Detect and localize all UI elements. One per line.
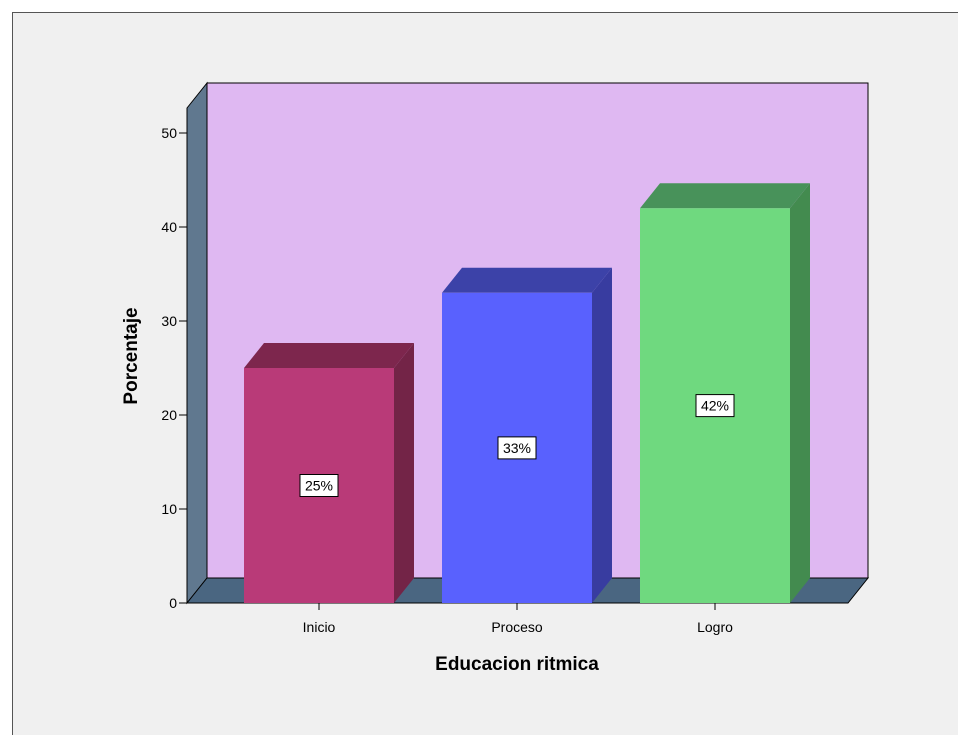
bar-top-proceso — [442, 268, 612, 293]
x-tick-label: Inicio — [303, 619, 336, 635]
plot-left-wall — [187, 83, 207, 603]
x-axis-title: Educacion ritmica — [435, 654, 599, 675]
y-tick-label: 10 — [161, 501, 177, 517]
bar-top-inicio — [244, 343, 414, 368]
bar-side-proceso — [592, 268, 612, 603]
y-tick-label: 20 — [161, 407, 177, 423]
y-axis-title: Porcentaje — [121, 307, 142, 404]
y-tick-label: 30 — [161, 313, 177, 329]
y-tick-label: 50 — [161, 125, 177, 141]
data-label: 42% — [701, 398, 729, 414]
x-tick-label: Proceso — [491, 619, 543, 635]
data-label: 25% — [305, 478, 333, 494]
data-label: 33% — [503, 440, 531, 456]
y-tick-label: 0 — [169, 595, 177, 611]
bar-side-logro — [790, 183, 810, 603]
bar-top-logro — [640, 183, 810, 208]
y-tick-label: 40 — [161, 219, 177, 235]
x-tick-label: Logro — [697, 619, 733, 635]
bar-side-inicio — [394, 343, 414, 603]
